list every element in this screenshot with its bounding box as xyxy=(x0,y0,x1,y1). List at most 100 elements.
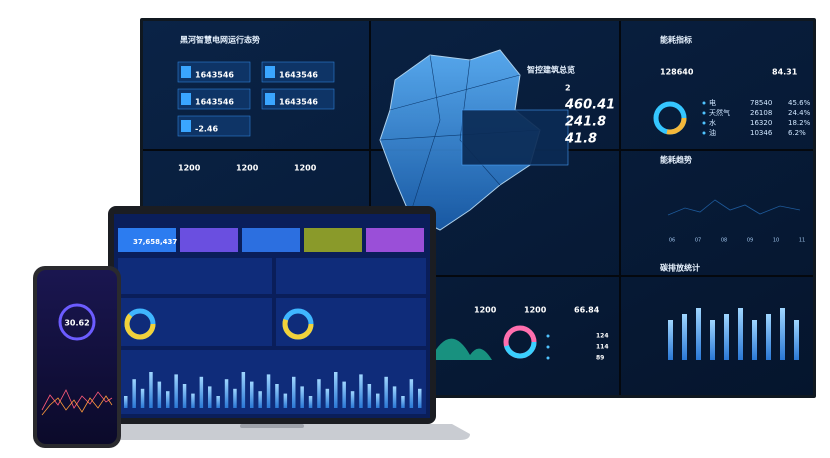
laptop-bar xyxy=(376,393,380,408)
laptop-bar xyxy=(300,386,304,408)
laptop-bar xyxy=(283,393,288,408)
bottom-value: 1200 xyxy=(178,164,201,173)
laptop-bar xyxy=(132,379,136,408)
panel xyxy=(118,350,426,414)
laptop-bar xyxy=(224,379,229,408)
stat-icon xyxy=(265,93,275,105)
laptop-bar xyxy=(418,388,422,408)
x-tick-label: 10 xyxy=(773,238,779,244)
stat-value: 1643546 xyxy=(279,71,318,80)
kpi-card xyxy=(118,228,176,252)
carbon-bar xyxy=(752,320,757,360)
x-tick-label: 07 xyxy=(695,238,701,244)
laptop-bar xyxy=(401,396,405,408)
laptop-bar xyxy=(166,391,170,408)
row-share: 18.2% xyxy=(788,119,811,127)
bottom-values: 1200 1200 1200 xyxy=(178,164,317,173)
row-dot xyxy=(702,131,706,135)
rank-value: 89 xyxy=(596,355,604,362)
laptop-bar xyxy=(258,391,262,408)
center-metric: 241.8 xyxy=(565,115,606,130)
center-metric: 460.41 xyxy=(564,98,615,113)
center-metric: 41.8 xyxy=(564,132,597,147)
laptop-bar xyxy=(149,372,153,408)
gauge xyxy=(58,303,96,341)
laptop-notch xyxy=(240,424,304,428)
kpi-cards xyxy=(118,228,424,252)
center-metrics: 2 460.41 241.8 41.8 xyxy=(564,84,615,147)
rank-dot xyxy=(546,356,550,360)
x-tick-label: 06 xyxy=(669,238,675,244)
carbon-bar xyxy=(668,320,673,360)
laptop-bar xyxy=(275,384,279,408)
trend-title: 能耗趋势 xyxy=(660,155,692,165)
stat-tile xyxy=(177,115,251,137)
stat-tile xyxy=(177,61,251,83)
bottom-value: 1200 xyxy=(236,164,259,173)
donut-segment xyxy=(503,325,537,359)
laptop-bar xyxy=(124,396,128,408)
laptop-bar xyxy=(325,388,330,408)
right-title: 能耗指标 xyxy=(660,35,692,45)
laptop-bars xyxy=(124,372,422,408)
stat-value: -2.46 xyxy=(195,125,218,134)
laptop-bar xyxy=(342,381,346,408)
trend-ticks: 06 07 08 09 10 11 xyxy=(669,238,805,244)
stat-value: 1643546 xyxy=(279,98,318,107)
rank-dot xyxy=(546,345,550,349)
carbon-bar xyxy=(738,308,743,360)
x-tick-label: 08 xyxy=(721,238,727,244)
bottom-center-value: 66.84 xyxy=(574,306,600,315)
bottom-center: 1200 1200 66.84 124 114 89 xyxy=(474,306,609,362)
right-value: 84.31 xyxy=(772,68,798,77)
row-value: 10346 xyxy=(750,129,773,137)
row-dot xyxy=(702,111,706,115)
carbon-bar xyxy=(682,314,687,360)
panel xyxy=(118,258,272,294)
carbon-bar xyxy=(724,314,729,360)
center-title: 智控建筑总览 xyxy=(527,65,575,75)
laptop-bar xyxy=(392,386,397,408)
laptop: 37,658,437 xyxy=(74,206,470,440)
carbon-bar xyxy=(794,320,799,360)
row-label: 天然气 xyxy=(709,108,730,117)
stat-tiles: 1643546 1643546 1643546 1643546 -2.46 xyxy=(177,61,335,137)
laptop-bar xyxy=(308,396,313,408)
x-tick-label: 09 xyxy=(747,238,753,244)
phone-value: 30.62 xyxy=(64,319,89,328)
laptop-bar xyxy=(157,381,162,408)
laptop-bar xyxy=(140,388,145,408)
phone: 30.62 xyxy=(33,266,121,448)
row-dot xyxy=(702,101,706,105)
laptop-bar xyxy=(384,376,388,408)
laptop-bar xyxy=(182,384,187,408)
carbon-bars xyxy=(668,308,799,360)
stat-value: 1643546 xyxy=(195,98,234,107)
row-value: 16320 xyxy=(750,119,772,127)
row-share: 6.2% xyxy=(788,129,806,137)
laptop-bar xyxy=(208,386,212,408)
stat-tile xyxy=(261,61,335,83)
phone-line xyxy=(41,389,113,411)
bottom-center-value: 1200 xyxy=(524,306,547,315)
laptop-bar xyxy=(317,379,321,408)
panel xyxy=(276,258,426,294)
row-share: 45.6% xyxy=(788,99,811,107)
donut-segment xyxy=(124,308,156,340)
phone-screen xyxy=(37,270,117,444)
stat-icon xyxy=(181,120,191,132)
laptop-bar xyxy=(241,372,246,408)
laptop-bar xyxy=(233,388,237,408)
laptop-base xyxy=(74,424,470,440)
carbon-bar xyxy=(766,314,771,360)
kpi-card xyxy=(180,228,238,252)
donut-segment xyxy=(653,101,687,135)
laptop-bar xyxy=(199,376,204,408)
share-rows: 电 78540 45.6% 天然气 26108 24.4% 水 16320 18.2% 油 1034… xyxy=(702,98,811,137)
kpi-card xyxy=(304,228,362,252)
rank-value: 114 xyxy=(596,344,609,351)
stat-tile xyxy=(177,88,251,110)
bottom-value: 1200 xyxy=(294,164,317,173)
row-label: 水 xyxy=(709,118,716,127)
